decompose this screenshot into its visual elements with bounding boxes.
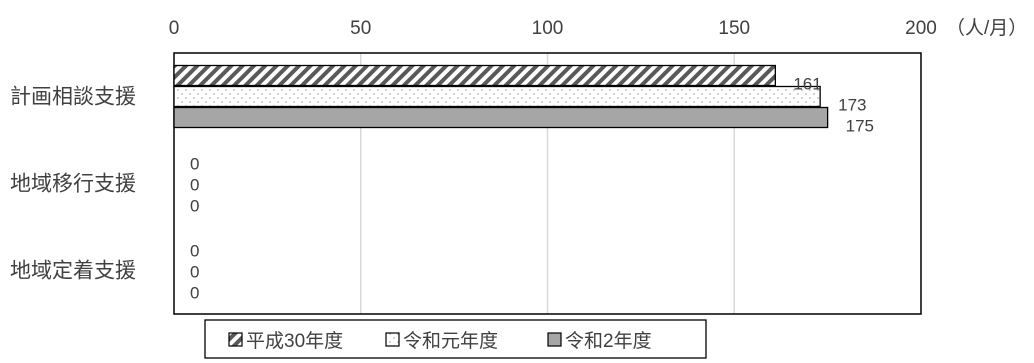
category-label: 計画相談支援 <box>10 86 136 109</box>
data-label: 161 <box>793 75 821 94</box>
legend-swatch <box>385 332 400 347</box>
data-label: 0 <box>190 284 199 303</box>
x-tick-label: 0 <box>169 18 180 39</box>
data-label: 0 <box>190 263 199 282</box>
category-label: 地域定着支援 <box>10 260 136 283</box>
plot-area <box>173 52 922 315</box>
data-label: 173 <box>838 96 866 115</box>
data-labels: 161 173 175 0 0 0 0 0 0 <box>190 75 874 303</box>
unit-label: （人/月） <box>946 17 1027 39</box>
data-label: 0 <box>190 242 199 261</box>
category-label: 地域移行支援 <box>10 173 136 196</box>
x-axis-ticks: 0 50 100 150 200 <box>169 18 937 39</box>
bar <box>173 106 829 129</box>
bar <box>173 85 821 108</box>
x-tick-label: 200 <box>905 18 937 39</box>
legend: 平成30年度 令和元年度 令和2年度 <box>204 319 707 359</box>
bar <box>173 64 776 87</box>
bars <box>173 64 829 129</box>
legend-label: 平成30年度 <box>246 330 343 352</box>
legend-swatch <box>228 332 243 347</box>
data-label: 0 <box>190 155 199 174</box>
x-tick-label: 150 <box>718 18 750 39</box>
x-tick-label: 50 <box>350 18 371 39</box>
legend-label: 令和元年度 <box>403 330 498 352</box>
data-label: 0 <box>190 197 199 216</box>
legend-swatch <box>547 332 562 347</box>
x-tick-label: 100 <box>532 18 564 39</box>
data-label: 0 <box>190 176 199 195</box>
legend-box <box>204 319 707 359</box>
data-label: 175 <box>846 117 874 136</box>
legend-label: 令和2年度 <box>565 330 652 352</box>
